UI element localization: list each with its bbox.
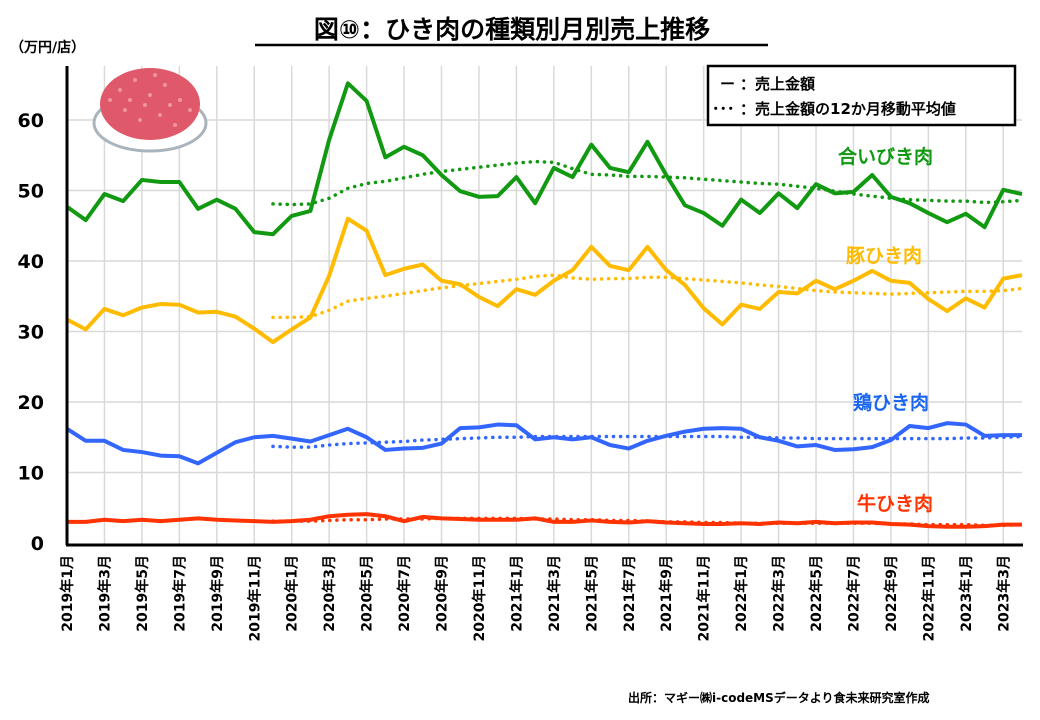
sales-line-3 [67,512,1022,529]
series-label-pork: 豚ひき肉 [846,244,922,267]
x-tick-label: 2019年9月 [209,555,226,632]
x-tick-label: 2019年5月 [134,555,151,632]
ground-meat-illustration-icon [92,68,208,153]
x-tick-label: 2019年7月 [171,555,188,632]
x-tick-label: 2021年1月 [508,555,525,632]
x-tick-label: 2023年1月 [958,555,975,632]
x-tick-label: 2021年9月 [658,555,675,632]
sales-line-2 [65,421,1022,466]
x-tick-label: 2020年11月 [471,555,488,641]
x-tick-label: 2020年3月 [321,555,338,632]
x-tick-label: 2022年9月 [883,555,900,632]
x-tick-label: 2022年5月 [808,555,825,632]
legend: ー ：売上金額 ･･･ ：売上金額の12か月移動平均値 [706,64,1017,127]
x-tick-label: 2021年5月 [583,555,600,632]
x-tick-label: 2020年5月 [359,555,376,632]
series-layer [65,81,1024,529]
chart-title: 図⑩：ひき肉の種類別月別売上推移 [314,15,710,44]
y-tick-label: 40 [18,251,44,273]
legend-label-moving-average: ：売上金額の12か月移動平均値 [740,100,956,118]
sales-line-0 [65,81,1023,237]
y-tick-label: 20 [18,392,44,414]
x-tick-label: 2022年1月 [733,555,750,632]
y-tick-label: 0 [31,533,44,555]
moving-average-line-0 [271,159,1024,207]
y-tick-label: 30 [18,322,44,344]
moving-average-line-1 [271,273,1024,320]
x-tick-label: 2022年3月 [771,555,788,632]
y-tick-label: 50 [18,181,44,203]
legend-symbol-dotted: ･･･ [712,100,735,118]
y-axis-unit-label: （万円/店） [10,39,85,56]
moving-average-line-2 [271,434,1024,449]
x-tick-label: 2023年3月 [995,555,1012,632]
x-tick-label: 2020年9月 [434,555,451,632]
x-tick-label: 2021年7月 [621,555,638,632]
legend-label-sales: ：売上金額 [740,75,815,93]
legend-symbol-solid: ー [720,75,735,93]
x-tick-label: 2022年7月 [845,555,862,632]
x-tick-label: 2021年3月 [546,555,563,632]
y-axis-ticks: 0 10 20 30 40 50 60 [18,110,44,555]
legend-box [706,64,1017,127]
x-tick-label: 2021年11月 [696,555,713,641]
sales-line-1 [66,216,1023,345]
x-tick-label: 2020年1月 [284,555,301,632]
series-label-beef: 牛ひき肉 [857,492,933,515]
grid [67,66,1022,545]
y-tick-label: 60 [18,110,44,132]
series-label-chicken: 鶏ひき肉 [853,391,929,414]
x-axis-ticks: 2019年1月 2019年3月 2019年5月 2019年7月 2019年9月 2019年… [59,555,1012,641]
x-tick-label: 2019年11月 [246,555,263,641]
x-tick-label: 2019年1月 [59,555,76,632]
x-tick-label: 2022年11月 [920,555,937,641]
series-label-aibiki: 合いびき肉 [838,145,933,168]
x-tick-label: 2020年7月 [396,555,413,632]
source-note: 出所：マギー㈱i-codeMSデータより食未来研究室作成 [628,690,930,705]
y-tick-label: 10 [18,463,44,485]
x-tick-label: 2019年3月 [96,555,113,632]
